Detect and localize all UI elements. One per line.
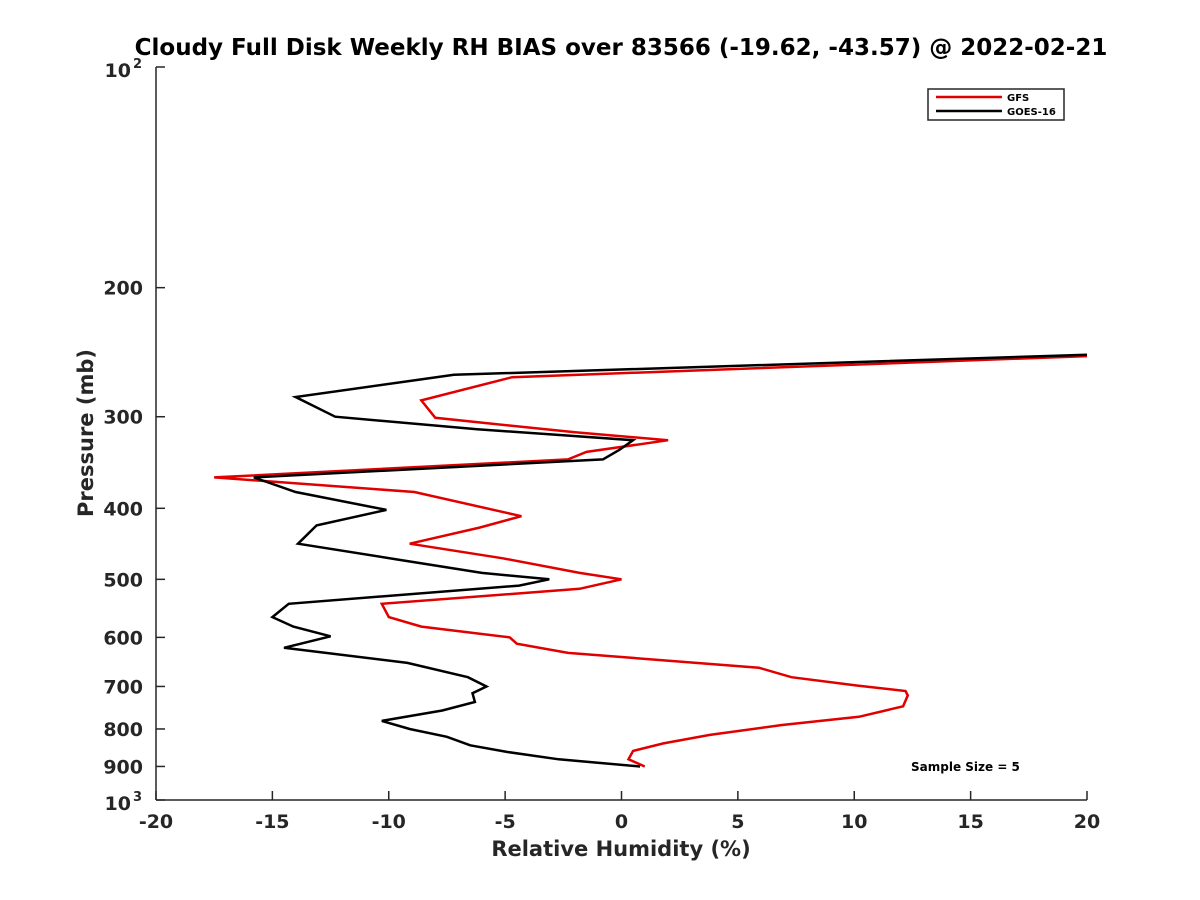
x-tick-label: 10 [841,811,867,833]
x-tick-label: 5 [731,811,744,833]
x-tick-label: -20 [139,811,173,833]
x-tick-label: -5 [495,811,516,833]
series-layer [214,353,1088,768]
y-tick-label-exponent: 2 [133,57,142,72]
y-tick-label: 10 [105,793,131,815]
x-tick-label: -15 [255,811,289,833]
y-tick-label: 800 [103,719,143,741]
legend-label-goes16: GOES-16 [1007,107,1056,118]
series-line-gfs [214,354,1088,768]
y-tick-label: 500 [103,569,143,591]
axes [155,67,1087,801]
legend: GFS GOES-16 [927,88,1065,121]
y-tick-label: 900 [103,756,143,778]
y-tick-label: 600 [103,627,143,649]
sample-size-annotation: Sample Size = 5 [911,760,1020,774]
x-ticks: -20 -15 -10 -5 0 5 10 15 20 [139,791,1100,833]
legend-box [927,88,1065,121]
y-tick-label: 10 [105,60,131,82]
x-axis-label: Relative Humidity (%) [491,837,750,861]
x-tick-label: 15 [957,811,983,833]
legend-label-gfs: GFS [1007,93,1029,104]
y-tick-label: 300 [103,407,143,429]
chart-title: Cloudy Full Disk Weekly RH BIAS over 835… [135,35,1108,61]
series-line-goes16 [253,353,1088,768]
x-tick-label: 20 [1074,811,1100,833]
x-tick-label: 0 [615,811,628,833]
y-tick-label-exponent: 3 [133,790,142,805]
y-tick-label: 400 [103,498,143,520]
y-axis-label: Pressure (mb) [74,349,98,517]
y-tick-label: 200 [103,278,143,300]
y-tick-label: 700 [103,676,143,698]
x-tick-label: -10 [372,811,406,833]
